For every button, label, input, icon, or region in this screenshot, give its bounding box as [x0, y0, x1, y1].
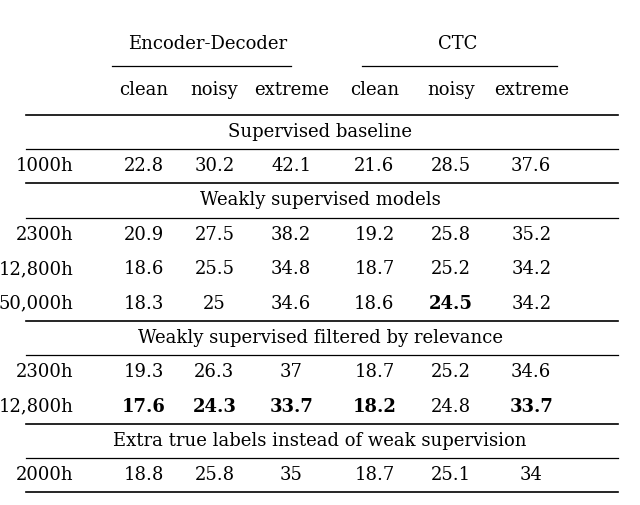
Text: 17.6: 17.6: [122, 397, 166, 416]
Text: Weakly supervised filtered by relevance: Weakly supervised filtered by relevance: [138, 329, 502, 347]
Text: 25: 25: [203, 294, 226, 313]
Text: 34: 34: [520, 466, 543, 484]
Text: 2300h: 2300h: [16, 363, 74, 381]
Text: 25.8: 25.8: [431, 226, 471, 244]
Text: 35: 35: [280, 466, 303, 484]
Text: 25.2: 25.2: [431, 260, 471, 278]
Text: 27.5: 27.5: [195, 226, 234, 244]
Text: 38.2: 38.2: [271, 226, 311, 244]
Text: 18.2: 18.2: [353, 397, 396, 416]
Text: 25.8: 25.8: [195, 466, 234, 484]
Text: 19.2: 19.2: [355, 226, 394, 244]
Text: 19.3: 19.3: [124, 363, 164, 381]
Text: extreme: extreme: [253, 81, 329, 99]
Text: Encoder-Decoder: Encoder-Decoder: [129, 35, 287, 53]
Text: 34.2: 34.2: [511, 260, 551, 278]
Text: clean: clean: [120, 81, 168, 99]
Text: 2300h: 2300h: [16, 226, 74, 244]
Text: Extra true labels instead of weak supervision: Extra true labels instead of weak superv…: [113, 432, 527, 450]
Text: 12,800h: 12,800h: [0, 260, 74, 278]
Text: 28.5: 28.5: [431, 157, 471, 175]
Text: Weakly supervised models: Weakly supervised models: [200, 191, 440, 210]
Text: 25.5: 25.5: [195, 260, 234, 278]
Text: 37.6: 37.6: [511, 157, 551, 175]
Text: 18.7: 18.7: [355, 260, 394, 278]
Text: 24.8: 24.8: [431, 397, 471, 416]
Text: noisy: noisy: [428, 81, 475, 99]
Text: 33.7: 33.7: [509, 397, 553, 416]
Text: 24.5: 24.5: [429, 294, 473, 313]
Text: 25.1: 25.1: [431, 466, 471, 484]
Text: 21.6: 21.6: [355, 157, 394, 175]
Text: 35.2: 35.2: [511, 226, 551, 244]
Text: clean: clean: [350, 81, 399, 99]
Text: 18.7: 18.7: [355, 466, 394, 484]
Text: 18.6: 18.6: [354, 294, 395, 313]
Text: 24.3: 24.3: [193, 397, 236, 416]
Text: 34.6: 34.6: [271, 294, 311, 313]
Text: 34.8: 34.8: [271, 260, 311, 278]
Text: 30.2: 30.2: [195, 157, 234, 175]
Text: 20.9: 20.9: [124, 226, 164, 244]
Text: 22.8: 22.8: [124, 157, 164, 175]
Text: 18.6: 18.6: [124, 260, 164, 278]
Text: 12,800h: 12,800h: [0, 397, 74, 416]
Text: 18.8: 18.8: [124, 466, 164, 484]
Text: 50,000h: 50,000h: [0, 294, 74, 313]
Text: 18.7: 18.7: [355, 363, 394, 381]
Text: 37: 37: [280, 363, 303, 381]
Text: noisy: noisy: [191, 81, 238, 99]
Text: 34.2: 34.2: [511, 294, 551, 313]
Text: 42.1: 42.1: [271, 157, 311, 175]
Text: CTC: CTC: [438, 35, 477, 53]
Text: 1000h: 1000h: [16, 157, 74, 175]
Text: extreme: extreme: [493, 81, 569, 99]
Text: 2000h: 2000h: [16, 466, 74, 484]
Text: Supervised baseline: Supervised baseline: [228, 123, 412, 141]
Text: 25.2: 25.2: [431, 363, 471, 381]
Text: 26.3: 26.3: [195, 363, 234, 381]
Text: 33.7: 33.7: [269, 397, 313, 416]
Text: 34.6: 34.6: [511, 363, 551, 381]
Text: 18.3: 18.3: [124, 294, 164, 313]
